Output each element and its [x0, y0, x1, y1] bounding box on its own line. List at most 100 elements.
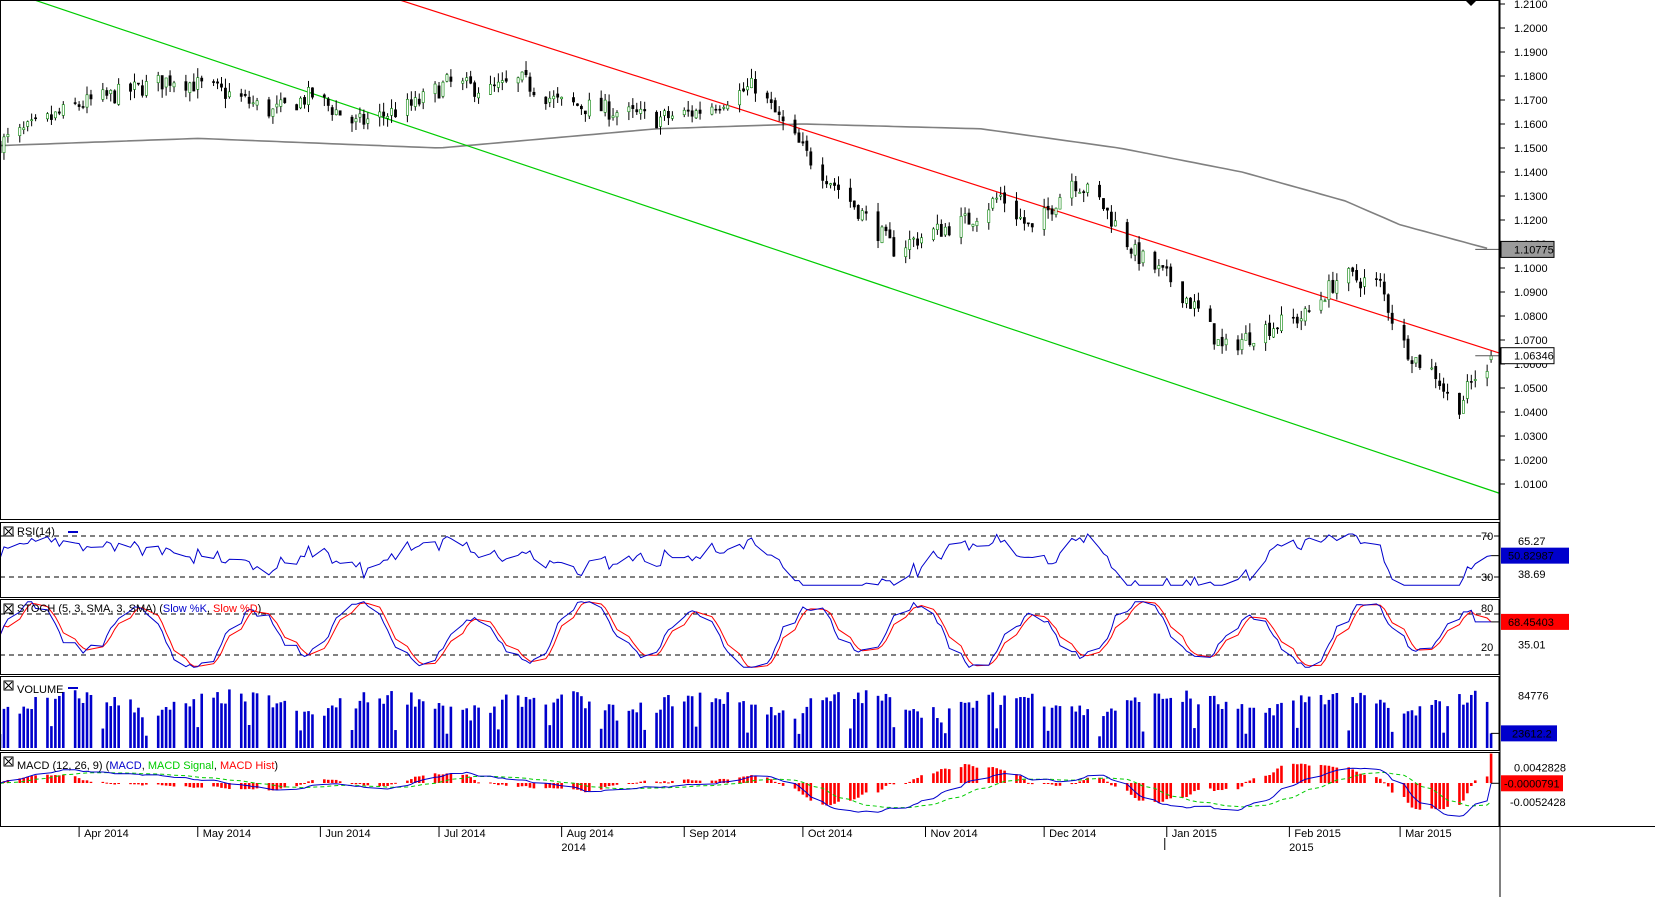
x-month-label: Mar 2015 — [1405, 828, 1451, 840]
candle — [1446, 391, 1449, 394]
x-month-label: Apr 2014 — [84, 828, 129, 840]
macd-hist-bar — [1295, 764, 1299, 783]
candle — [311, 87, 314, 98]
macd-hist-bar — [279, 783, 283, 789]
macd-hist-bar — [1042, 783, 1046, 784]
candle — [797, 132, 801, 143]
volume-bar — [50, 726, 53, 748]
volume-bar — [884, 693, 888, 748]
macd-hist-bar — [904, 783, 908, 784]
candle — [1382, 281, 1386, 295]
candle — [963, 213, 967, 216]
volume-bar — [378, 698, 381, 748]
stoch-title: STOCH (5, 3, SMA, 3, SMA) (Slow %K, Slow… — [17, 603, 261, 615]
candle — [837, 184, 840, 190]
macd-hist-bar — [1236, 783, 1240, 790]
macd-hist-bar — [959, 767, 963, 783]
candle — [856, 205, 860, 219]
macd-hist-bar — [220, 783, 223, 788]
macd-hist-bar — [781, 783, 785, 786]
volume-bar — [1418, 706, 1422, 748]
stoch-legend-k: Slow %K — [163, 603, 208, 615]
candle — [172, 82, 176, 88]
macd-hist-bar — [1359, 773, 1362, 783]
volume-bar — [1030, 693, 1034, 748]
volume-bar — [1292, 700, 1295, 748]
volume-bar — [410, 692, 413, 748]
candle — [1082, 191, 1086, 194]
candle — [829, 183, 832, 186]
volume-bar — [1129, 700, 1133, 748]
macd-hist-bar — [967, 764, 971, 783]
price-badge — [1500, 347, 1555, 365]
candle — [920, 237, 923, 244]
candle — [299, 97, 302, 109]
candle — [1003, 192, 1007, 204]
volume-bar — [607, 704, 611, 748]
volume-bar — [1070, 706, 1074, 748]
volume-bar — [947, 708, 951, 748]
macd-hist-bar — [212, 783, 215, 787]
volume-bar — [101, 728, 105, 748]
price-tick-label: 1.1600 — [1514, 119, 1548, 131]
volume-bar — [1295, 727, 1299, 748]
macd-hist-bar — [884, 783, 888, 786]
candle — [690, 110, 694, 117]
candle — [105, 90, 109, 96]
volume-bar — [999, 704, 1002, 748]
macd-hist-bar — [1019, 775, 1022, 783]
volume-bar — [89, 694, 93, 748]
macd-hist-bar — [1220, 783, 1224, 791]
macd-hist-bar — [516, 783, 520, 787]
stoch-axis-label: 35.01 — [1518, 640, 1546, 652]
volume-bar — [916, 711, 919, 748]
macd-hist-bar — [1307, 765, 1311, 783]
candle — [1430, 367, 1434, 370]
macd-hist-bar — [129, 783, 132, 785]
macd-hist-bar — [991, 767, 995, 783]
volume-bar — [987, 694, 991, 748]
candle — [1406, 338, 1410, 360]
volume-bar — [2, 708, 6, 748]
volume-bar — [516, 695, 520, 748]
macd-hist-bar — [413, 776, 417, 783]
candle — [295, 104, 299, 111]
volume-bar — [584, 708, 587, 748]
macd-hist-bar — [445, 773, 449, 783]
macd-hist-bar — [58, 775, 61, 783]
volume-bar — [856, 692, 860, 748]
macd-hist-bar — [853, 783, 856, 800]
macd-hist-bar — [350, 783, 354, 784]
macd-hist-bar — [1386, 783, 1390, 787]
volume-bar — [639, 702, 643, 748]
macd-hist-bar — [682, 779, 686, 783]
volume-bar — [239, 693, 243, 748]
macd-hist-bar — [113, 783, 116, 785]
volume-bar — [1489, 733, 1493, 748]
volume-bar — [1379, 699, 1382, 748]
volume-bar — [686, 695, 690, 748]
macd-hist-bar — [168, 783, 172, 786]
macd-hist-bar — [1458, 783, 1461, 805]
macd-hist-bar — [109, 783, 113, 784]
volume-title: VOLUME — [17, 684, 63, 696]
volume-bar — [1386, 707, 1390, 748]
macd-hist-bar — [805, 783, 809, 798]
macd-hist-bar — [461, 774, 465, 783]
macd-hist-bar — [611, 783, 615, 786]
macd-legend-sep: , — [142, 760, 148, 772]
macd-hist-bar — [940, 769, 943, 783]
candle — [362, 113, 366, 125]
volume-bar — [738, 702, 741, 748]
volume-bar — [682, 701, 686, 748]
macd-hist-bar — [936, 771, 939, 783]
macd-hist-bar — [394, 782, 397, 784]
volume-bar — [1390, 731, 1394, 748]
macd-hist-bar — [303, 783, 306, 784]
price-badge-label: 1.06346 — [1514, 351, 1554, 363]
candle — [1473, 379, 1477, 381]
volume-bar — [30, 709, 33, 748]
macd-hist-bar — [1212, 783, 1216, 791]
macd-hist-bar — [433, 773, 437, 783]
volume-bar — [307, 711, 310, 748]
